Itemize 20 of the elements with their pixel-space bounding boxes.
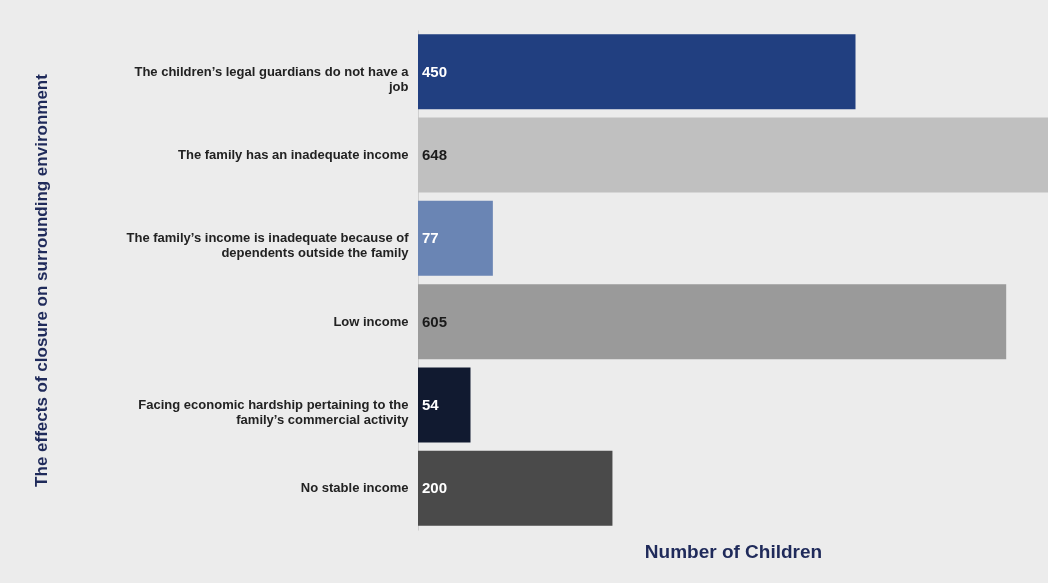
data-label: 450 — [422, 62, 448, 80]
data-label: 605 — [422, 312, 448, 330]
y-tick-label: No stable income — [300, 480, 409, 496]
data-label: 77 — [422, 229, 439, 247]
y-tick-label: The children’s legal guardians do not have a job — [134, 63, 410, 94]
data-label: 200 — [422, 479, 448, 497]
y-axis-title: The effects of closure on surrounding environment — [31, 73, 51, 487]
data-label: 54 — [422, 396, 440, 413]
y-tick-label: Facing economic hardship pertaining to the family’s commercial activity — [138, 397, 410, 427]
bar — [418, 284, 1007, 360]
data-label: 648 — [422, 146, 448, 163]
bar — [418, 34, 856, 110]
y-tick-label: The family has an inadequate income — [178, 147, 409, 162]
bar — [418, 200, 493, 276]
y-tick-label: Low income — [333, 313, 409, 329]
bar — [418, 367, 471, 443]
y-tick-label: The family’s income is inadequate because of dependents outside the family — [126, 230, 410, 261]
bar — [418, 450, 613, 526]
x-axis-title: Number of Children — [644, 540, 823, 562]
bar — [418, 117, 1048, 193]
